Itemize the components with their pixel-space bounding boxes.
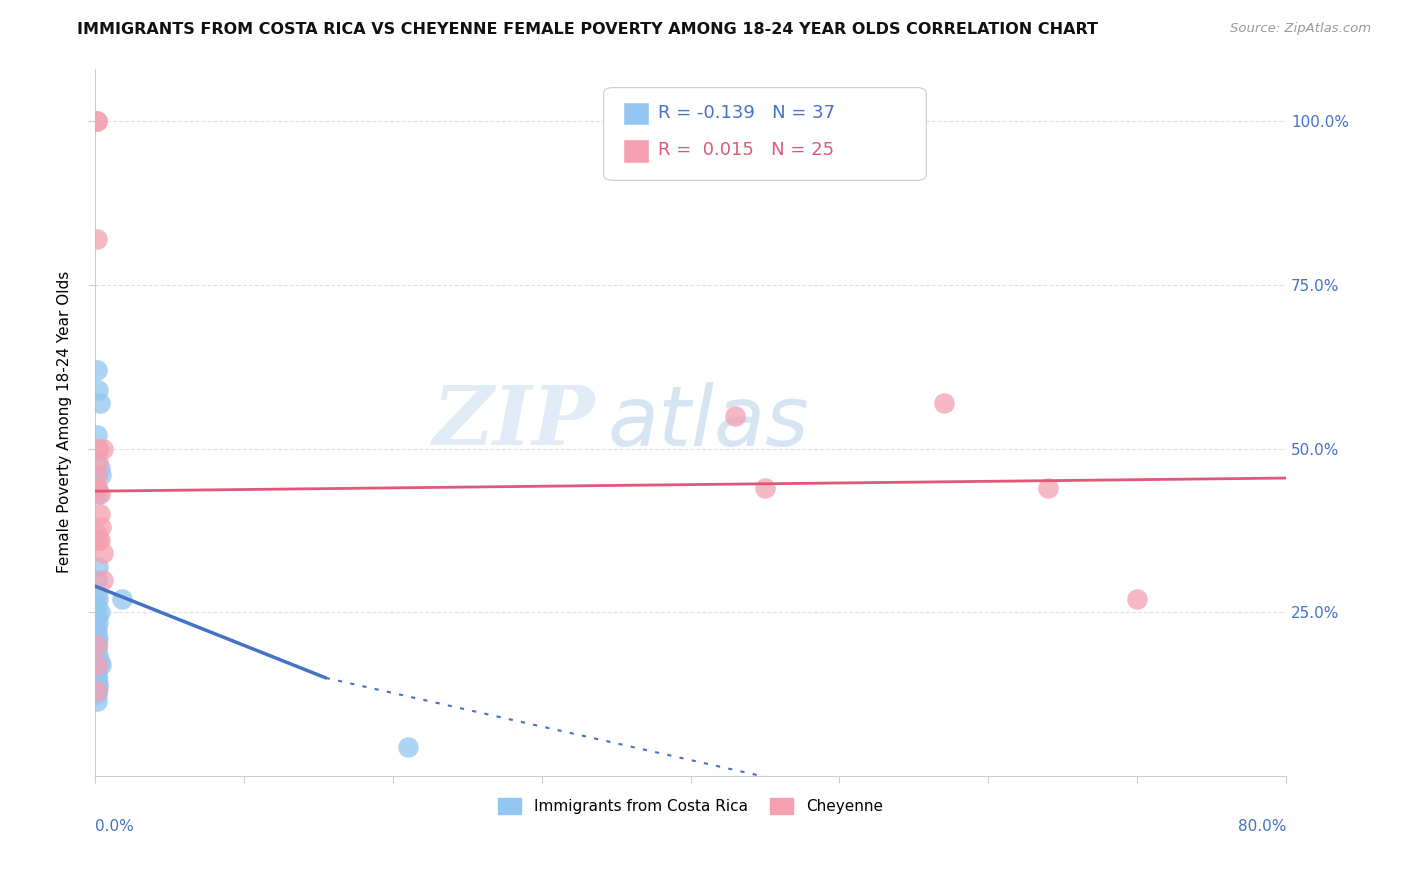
Point — [86, 481, 108, 495]
Point — [87, 648, 110, 662]
Point — [87, 559, 110, 574]
Point — [86, 671, 108, 685]
Point — [87, 681, 110, 695]
Point — [932, 395, 955, 409]
Point — [86, 628, 108, 642]
Point — [754, 481, 776, 495]
Point — [87, 615, 110, 630]
Point — [89, 487, 111, 501]
Point — [724, 409, 747, 423]
Point — [89, 606, 111, 620]
Point — [86, 114, 108, 128]
Point — [86, 661, 108, 675]
FancyBboxPatch shape — [623, 139, 648, 162]
Point — [396, 739, 419, 754]
Point — [91, 442, 114, 456]
Point — [86, 674, 108, 689]
Point — [86, 687, 108, 701]
Point — [89, 507, 111, 521]
Point — [91, 573, 114, 587]
Point — [86, 665, 108, 679]
Legend: Immigrants from Costa Rica, Cheyenne: Immigrants from Costa Rica, Cheyenne — [491, 790, 890, 822]
Point — [86, 573, 108, 587]
Point — [86, 638, 108, 652]
Point — [87, 487, 110, 501]
Point — [87, 442, 110, 456]
Text: R = -0.139   N = 37: R = -0.139 N = 37 — [658, 104, 835, 122]
Point — [86, 684, 108, 698]
Point — [86, 428, 108, 442]
Text: ZIP: ZIP — [433, 383, 595, 462]
Point — [86, 641, 108, 656]
Text: IMMIGRANTS FROM COSTA RICA VS CHEYENNE FEMALE POVERTY AMONG 18-24 YEAR OLDS CORR: IMMIGRANTS FROM COSTA RICA VS CHEYENNE F… — [77, 22, 1098, 37]
Point — [86, 481, 108, 495]
Point — [86, 526, 108, 541]
Point — [87, 677, 110, 691]
Point — [87, 533, 110, 548]
FancyBboxPatch shape — [623, 102, 648, 125]
Point — [86, 114, 108, 128]
Point — [87, 383, 110, 397]
Point — [86, 599, 108, 613]
Text: atlas: atlas — [607, 382, 808, 463]
Point — [86, 622, 108, 636]
Point — [86, 657, 108, 672]
Point — [86, 232, 108, 246]
Point — [1036, 481, 1059, 495]
Point — [86, 467, 108, 482]
Point — [86, 533, 108, 548]
Point — [86, 481, 108, 495]
Point — [90, 657, 112, 672]
Text: Source: ZipAtlas.com: Source: ZipAtlas.com — [1230, 22, 1371, 36]
Point — [111, 592, 134, 607]
FancyBboxPatch shape — [603, 87, 927, 180]
Y-axis label: Female Poverty Among 18-24 Year Olds: Female Poverty Among 18-24 Year Olds — [58, 271, 72, 574]
Point — [1126, 592, 1149, 607]
Text: 80.0%: 80.0% — [1237, 819, 1286, 834]
Point — [86, 608, 108, 623]
Point — [86, 638, 108, 652]
Point — [87, 592, 110, 607]
Point — [89, 655, 111, 669]
Point — [86, 363, 108, 377]
Point — [87, 442, 110, 456]
Point — [86, 585, 108, 599]
Point — [86, 667, 108, 681]
Point — [87, 455, 110, 469]
Point — [90, 467, 112, 482]
Text: R =  0.015   N = 25: R = 0.015 N = 25 — [658, 141, 835, 159]
Point — [89, 533, 111, 548]
Point — [87, 632, 110, 646]
Point — [89, 395, 111, 409]
Point — [90, 520, 112, 534]
Point — [89, 461, 111, 475]
Text: 0.0%: 0.0% — [96, 819, 134, 834]
Point — [91, 546, 114, 560]
Point — [86, 694, 108, 708]
